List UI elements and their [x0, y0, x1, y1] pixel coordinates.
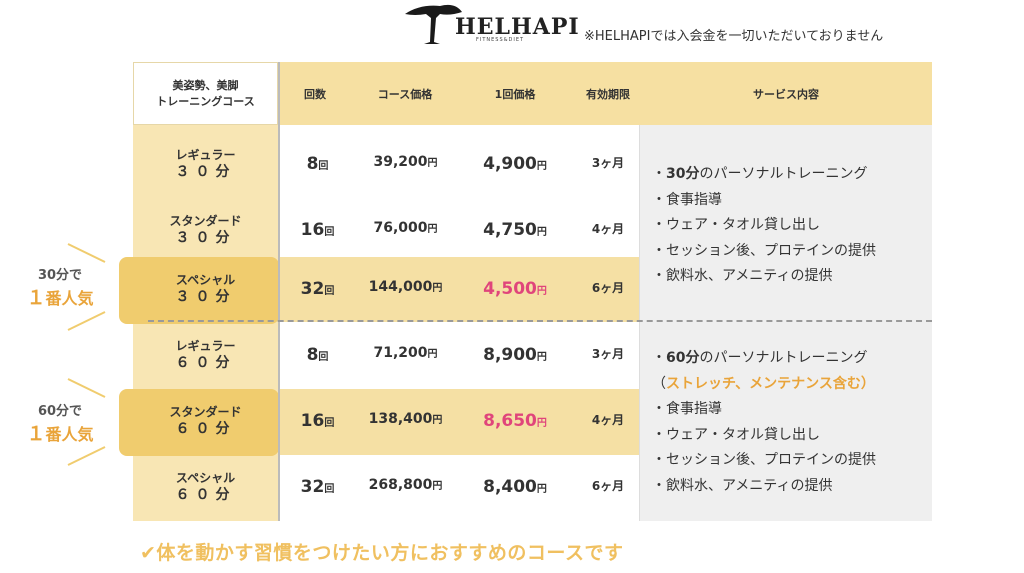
course-title: レギュラー — [175, 148, 236, 162]
brand-name: HELHAPI — [455, 14, 580, 40]
course-highlight-60 — [119, 389, 279, 456]
course-price: 76,000円 — [373, 220, 438, 236]
session-count: 8回 — [306, 345, 329, 365]
course-title: スタンダード — [169, 214, 242, 228]
course-duration: ３０分 — [175, 164, 236, 180]
expiry-period: 3ヶ月 — [591, 347, 625, 361]
column-divider — [278, 62, 280, 521]
course-duration: ３０分 — [175, 230, 236, 246]
course-price: 144,000円 — [368, 279, 443, 295]
session-count: 32回 — [300, 477, 335, 497]
service-divider — [639, 125, 640, 521]
course-title: スペシャル — [175, 273, 236, 287]
service-item: ・飲料水、アメニティの提供 — [652, 477, 833, 494]
course-duration: ６０分 — [175, 421, 236, 437]
per-session-price: 4,750円 — [483, 220, 547, 240]
course-title: レギュラー — [175, 339, 236, 353]
per-session-price: 8,400円 — [483, 477, 547, 497]
service-item: ・食事指導 — [652, 401, 722, 417]
service-note: （ストレッチ、メンテナンス含む） — [652, 375, 875, 392]
course-price: 39,200円 — [373, 154, 438, 170]
popular-30-lines — [67, 243, 106, 331]
section-divider — [148, 320, 932, 322]
course-highlight-30 — [119, 257, 279, 324]
service-item: ・ウェア・タオル貸し出し — [652, 426, 820, 443]
session-count: 32回 — [300, 279, 335, 299]
expiry-period: 6ヶ月 — [591, 479, 625, 493]
header-course: 美姿勢、美脚 トレーニングコース — [133, 62, 278, 125]
service-item: ・60分のパーソナルトレーニング — [652, 350, 868, 366]
course-name: レギュラー ６０分 — [133, 338, 278, 372]
tree-logo-icon — [405, 4, 462, 44]
per-session-price: 8,650円 — [483, 411, 547, 431]
row-highlight-60 — [278, 389, 640, 455]
service-item: ・セッション後、プロテインの提供 — [652, 242, 876, 259]
header-count: 回数 — [304, 88, 326, 101]
service-item: ・ウェア・タオル貸し出し — [652, 217, 820, 233]
fee-note: ※HELHAPIでは入会金を一切いただいておりません — [584, 29, 884, 44]
session-count: 16回 — [300, 411, 335, 431]
expiry-period: 3ヶ月 — [591, 156, 625, 170]
service-list-30: ・30分のパーソナルトレーニング ・食事指導 ・ウェア・タオル貸し出し ・セッシ… — [652, 162, 876, 290]
course-duration: ６０分 — [175, 487, 236, 503]
course-title: スペシャル — [175, 471, 236, 485]
course-title: スタンダード — [169, 405, 242, 419]
popular-30-badge: 30分で １番人気 — [26, 268, 94, 309]
header-course-price: コース価格 — [377, 88, 433, 101]
header-per-price: 1回価格 — [494, 88, 536, 101]
expiry-period: 6ヶ月 — [591, 281, 625, 295]
course-name: スタンダード ３０分 — [133, 213, 278, 247]
expiry-period: 4ヶ月 — [591, 413, 625, 427]
course-price: 138,400円 — [368, 411, 443, 427]
course-duration: ３０分 — [175, 289, 236, 305]
per-session-price: 4,500円 — [483, 279, 547, 299]
course-name: レギュラー ３０分 — [133, 147, 278, 181]
session-count: 8回 — [306, 154, 329, 174]
service-item: ・30分のパーソナルトレーニング — [652, 166, 868, 182]
row-highlight-30 — [278, 257, 640, 322]
course-name: スタンダード ６０分 — [133, 404, 278, 438]
popular-60-lines — [67, 378, 106, 466]
per-session-price: 8,900円 — [483, 345, 547, 365]
service-item: ・食事指導 — [652, 191, 722, 208]
expiry-period: 4ヶ月 — [591, 222, 625, 236]
service-item: ・セッション後、プロテインの提供 — [652, 452, 876, 468]
brand-tagline: FITNESS&DIET — [476, 37, 525, 43]
header-expiry: 有効期限 — [586, 88, 630, 101]
per-session-price: 4,900円 — [483, 154, 547, 174]
header-service: サービス内容 — [753, 88, 819, 101]
session-count: 16回 — [300, 220, 335, 240]
course-price: 268,800円 — [368, 477, 443, 493]
data-area — [278, 125, 640, 521]
course-name: スペシャル ３０分 — [133, 272, 278, 306]
service-item: ・飲料水、アメニティの提供 — [652, 268, 833, 284]
course-name: スペシャル ６０分 — [133, 470, 278, 504]
recommendation-text: ✔体を動かす習慣をつけたい方におすすめのコースです — [140, 542, 624, 564]
popular-60-badge: 60分で １番人気 — [26, 404, 94, 445]
course-duration: ６０分 — [175, 355, 236, 371]
course-price: 71,200円 — [373, 345, 438, 361]
service-list-60: ・60分のパーソナルトレーニング （ストレッチ、メンテナンス含む） ・食事指導 … — [652, 346, 876, 499]
service-area — [640, 125, 932, 521]
